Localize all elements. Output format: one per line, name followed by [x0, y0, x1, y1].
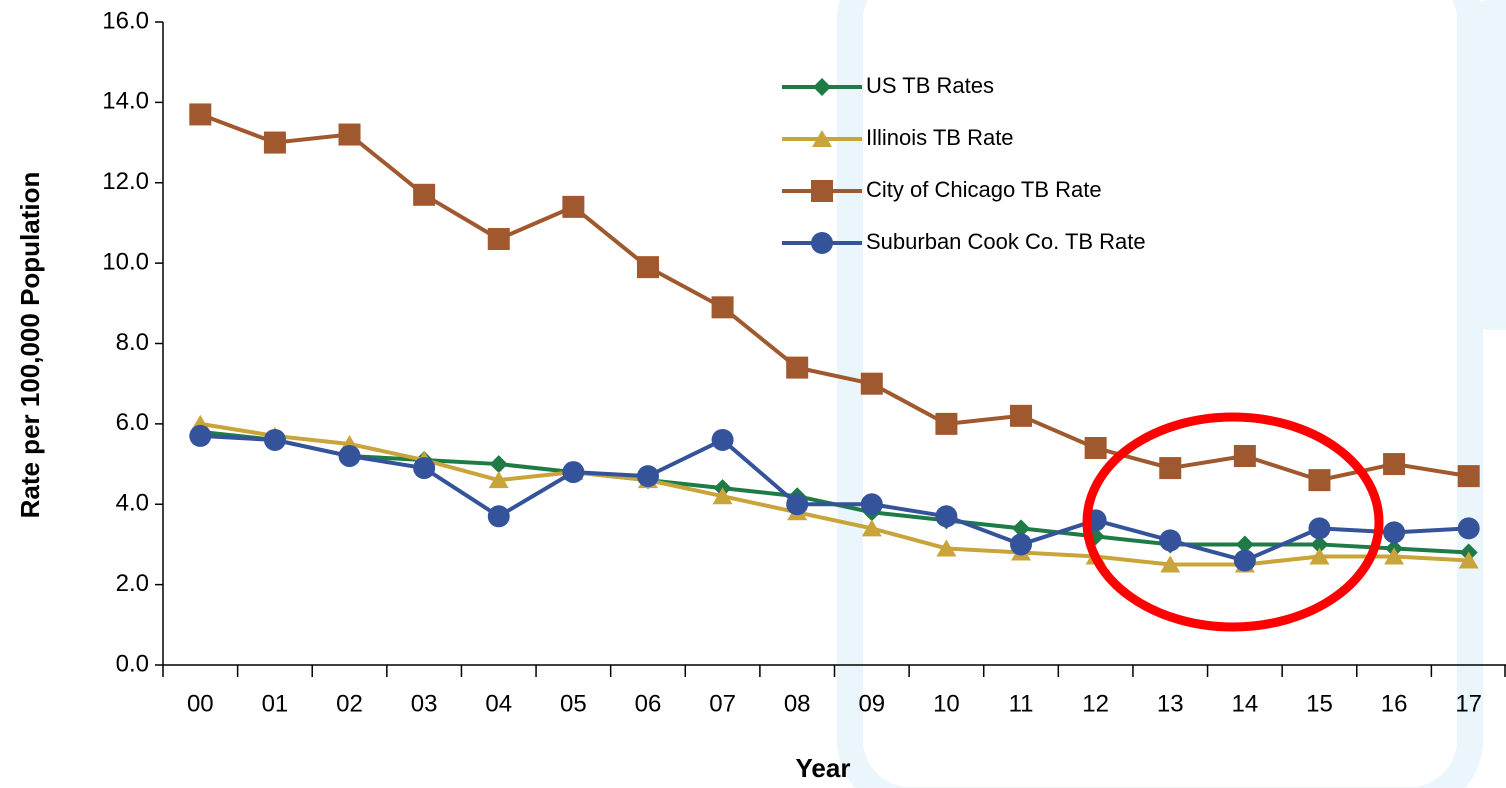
marker — [1084, 436, 1107, 459]
marker — [712, 487, 733, 505]
x-tick-label: 02 — [336, 690, 363, 717]
marker — [189, 424, 212, 447]
marker — [636, 465, 659, 488]
marker — [811, 180, 833, 202]
marker — [711, 296, 734, 319]
marker — [562, 461, 585, 484]
marker — [189, 103, 212, 126]
x-tick-label: 12 — [1082, 690, 1109, 717]
y-tick-label: 14.0 — [102, 88, 149, 115]
x-tick-label: 10 — [933, 690, 960, 717]
series-line — [199, 421, 1469, 567]
marker — [338, 445, 361, 468]
marker — [263, 131, 286, 154]
marker — [1458, 551, 1479, 569]
marker — [1010, 404, 1033, 427]
legend: US TB Rates Illinois TB Rate City of Chica… — [782, 73, 1146, 254]
y-tick-label: 4.0 — [116, 490, 149, 517]
marker — [812, 130, 832, 147]
x-tick-label: 17 — [1455, 690, 1482, 717]
background-decoration — [837, 0, 1506, 788]
marker — [860, 372, 883, 395]
marker — [1383, 521, 1406, 544]
marker — [338, 123, 361, 146]
marker — [711, 428, 734, 451]
x-tick-label: 06 — [635, 690, 662, 717]
marker — [861, 519, 882, 537]
legend-label: US TB Rates — [866, 73, 994, 98]
marker — [935, 412, 958, 435]
series-line — [200, 433, 1469, 563]
marker — [489, 455, 508, 474]
marker — [1309, 547, 1330, 565]
marker — [413, 457, 436, 480]
y-tick-label: 2.0 — [116, 570, 149, 597]
marker — [786, 493, 809, 516]
x-tick-label: 00 — [187, 690, 214, 717]
x-axis-title: Year — [796, 753, 851, 783]
legend-label: Suburban Cook Co. TB Rate — [866, 229, 1146, 254]
marker — [1233, 445, 1256, 468]
x-tick-label: 01 — [262, 690, 289, 717]
x-tick-label: 08 — [784, 690, 811, 717]
marker — [1383, 453, 1406, 476]
y-tick-label: 6.0 — [116, 409, 149, 436]
x-tick-label: 14 — [1232, 690, 1259, 717]
marker — [488, 471, 509, 489]
marker — [811, 232, 833, 254]
x-tick-label: 11 — [1009, 690, 1034, 717]
marker — [1310, 535, 1329, 554]
marker — [936, 539, 957, 557]
x-tick-label: 09 — [858, 690, 885, 717]
plot-area: 0.0 2.0 4.0 6.0 8.0 10.0 12.0 14.0 16.0 00 01 02 03 0… — [102, 7, 1506, 717]
highlight-ellipse — [1082, 412, 1384, 632]
marker — [1159, 529, 1182, 552]
marker — [1160, 555, 1181, 573]
x-tick-label: 16 — [1381, 690, 1408, 717]
marker — [1233, 549, 1256, 572]
x-tick-label: 13 — [1157, 690, 1184, 717]
marker — [636, 256, 659, 279]
x-tick-label: 05 — [560, 690, 587, 717]
x-tick-label: 15 — [1306, 690, 1333, 717]
marker — [413, 183, 436, 206]
y-tick-label: 12.0 — [102, 168, 149, 195]
marker — [813, 78, 831, 96]
legend-label: City of Chicago TB Rate — [866, 177, 1102, 202]
y-tick-label: 16.0 — [102, 7, 149, 34]
marker — [935, 505, 958, 528]
y-tick-label: 0.0 — [116, 650, 149, 677]
y-tick-label: 8.0 — [116, 329, 149, 356]
marker — [562, 195, 585, 218]
marker — [487, 505, 510, 528]
marker — [1384, 547, 1405, 565]
marker — [1308, 469, 1331, 492]
marker — [263, 428, 286, 451]
marker — [860, 493, 883, 516]
series-line — [199, 112, 1470, 483]
marker — [487, 228, 510, 251]
x-tick-label: 03 — [411, 690, 438, 717]
marker — [1159, 457, 1182, 480]
y-tick-label: 10.0 — [102, 248, 149, 275]
y-axis-title: Rate per 100,000 Population — [15, 172, 45, 519]
marker — [1457, 465, 1480, 488]
legend-label: Illinois TB Rate — [866, 125, 1014, 150]
series-line — [200, 429, 1469, 555]
marker — [1457, 517, 1480, 540]
marker — [1012, 519, 1031, 538]
marker — [1308, 517, 1331, 540]
x-tick-label: 04 — [485, 690, 512, 717]
marker — [786, 356, 809, 379]
x-tick-label: 07 — [709, 690, 736, 717]
marker — [1010, 533, 1033, 556]
marker — [1235, 535, 1254, 554]
